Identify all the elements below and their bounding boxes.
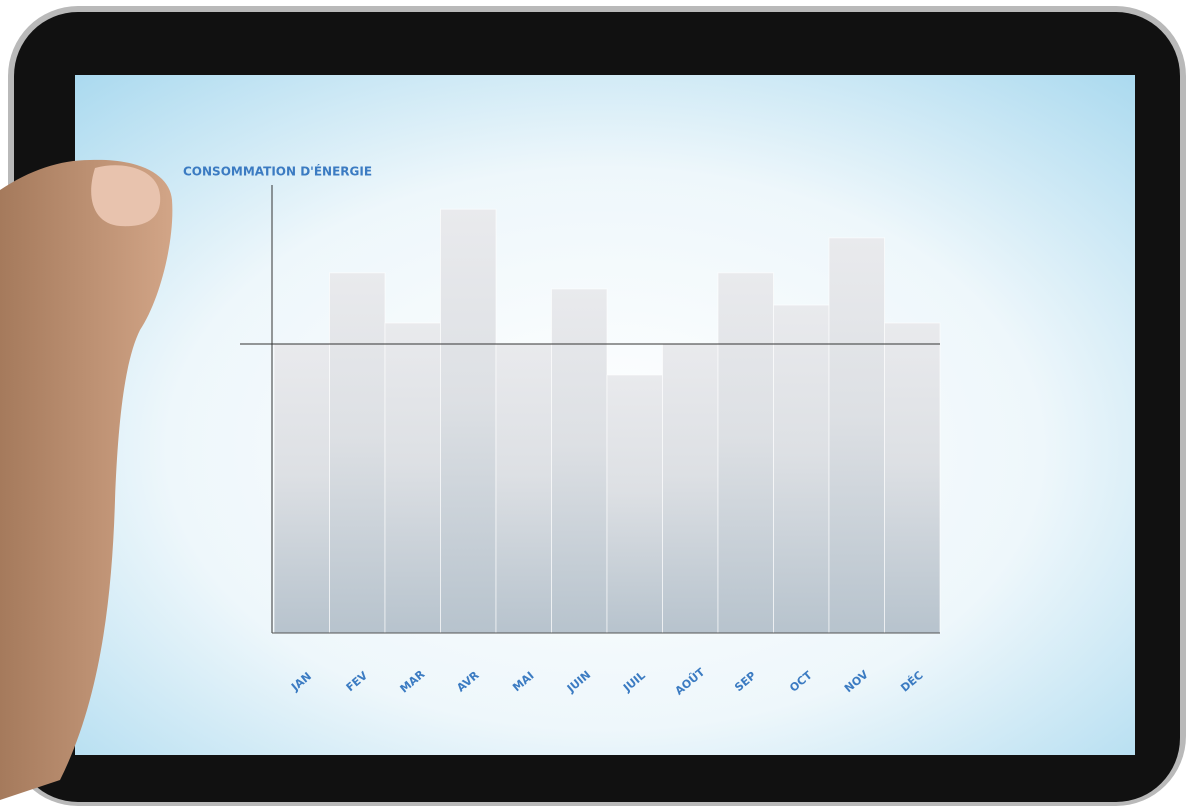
bar: [329, 272, 386, 634]
bar: [495, 343, 552, 634]
bar: [884, 322, 941, 634]
chart-title: CONSOMMATION D'ÉNERGIE: [183, 164, 372, 179]
bar: [551, 288, 608, 634]
bar: [717, 272, 774, 634]
bar: [273, 343, 330, 634]
bar: [662, 343, 719, 634]
thumbnail: [91, 165, 161, 227]
bar: [384, 322, 441, 634]
bar: [606, 374, 663, 634]
hand: [0, 159, 173, 801]
bar: [440, 208, 497, 634]
bar: [828, 237, 885, 634]
bar: [773, 304, 830, 634]
